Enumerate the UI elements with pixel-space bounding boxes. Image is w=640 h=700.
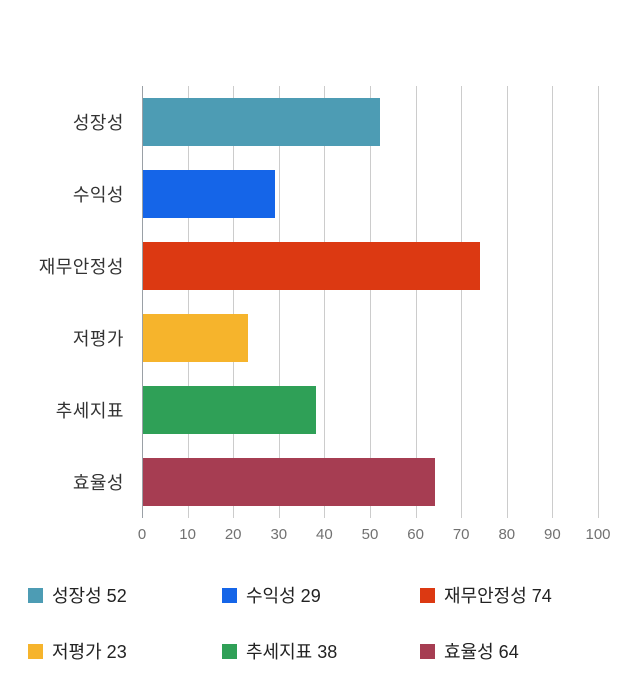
x-tick-label: 60 — [407, 526, 424, 543]
legend-item: 추세지표 38 — [222, 640, 420, 662]
bar-추세지표[interactable] — [143, 386, 317, 434]
legend-label: 성장성 52 — [52, 586, 127, 606]
legend-label: 추세지표 38 — [246, 642, 338, 662]
gridline — [370, 86, 371, 518]
bar-row: 수익성 — [0, 158, 640, 230]
legend-label: 재무안정성 74 — [444, 586, 552, 606]
category-label: 효율성 — [72, 473, 124, 493]
x-tick-label: 40 — [316, 526, 333, 543]
bar-track — [142, 242, 598, 290]
x-tick-label: 10 — [179, 526, 196, 543]
legend-item: 효율성 64 — [420, 640, 612, 662]
legend-label: 효율성 64 — [444, 642, 519, 662]
bar-track — [142, 314, 598, 362]
legend-item: 성장성 52 — [28, 584, 222, 606]
legend-item: 저평가 23 — [28, 640, 222, 662]
plot — [142, 86, 599, 518]
x-tick-label: 0 — [137, 526, 147, 543]
gridline — [278, 86, 280, 518]
bar-성장성[interactable] — [143, 98, 381, 146]
bar-track — [142, 170, 598, 218]
legend-swatch-icon — [420, 643, 435, 659]
gridline — [506, 86, 508, 518]
category-label: 재무안정성 — [38, 257, 124, 277]
legend: 성장성 52 수익성 29 재무안정성 74 저평가 23 추세지표 38 효율성 64 — [28, 584, 612, 662]
gridline — [552, 86, 554, 518]
x-tick-label: 80 — [498, 526, 516, 543]
x-tick-label: 30 — [270, 526, 288, 543]
x-tick-label: 90 — [544, 526, 561, 543]
legend-item: 재무안정성 74 — [420, 584, 612, 606]
gridline — [461, 86, 463, 518]
bar-row: 재무안정성 — [0, 230, 640, 302]
gridline — [142, 86, 143, 518]
bar-track — [142, 98, 598, 146]
category-label: 저평가 — [72, 329, 124, 349]
gridline — [415, 86, 417, 518]
bar-track — [142, 386, 598, 434]
x-axis: 0 10 20 30 40 50 60 70 80 90 100 — [138, 526, 611, 546]
x-tick-label: 70 — [452, 526, 470, 543]
gridline — [187, 86, 189, 518]
gridline — [598, 86, 599, 518]
category-label: 수익성 — [72, 185, 124, 205]
legend-label: 저평가 23 — [52, 642, 127, 662]
legend-swatch-icon — [420, 587, 435, 603]
category-label: 추세지표 — [55, 401, 124, 421]
gridline — [324, 86, 326, 518]
x-tick-label: 20 — [224, 526, 242, 543]
bar-효율성[interactable] — [143, 458, 435, 506]
legend-swatch-icon — [222, 587, 237, 603]
legend-swatch-icon — [222, 643, 237, 659]
legend-swatch-icon — [28, 587, 43, 603]
legend-label: 수익성 29 — [246, 586, 321, 606]
x-tick-label: 50 — [361, 526, 379, 543]
bar-수익성[interactable] — [143, 170, 276, 218]
category-label: 성장성 — [72, 113, 124, 133]
gridline — [233, 86, 235, 518]
legend-swatch-icon — [28, 643, 43, 659]
bar-track — [142, 458, 598, 506]
bar-row: 효율성 — [0, 446, 640, 518]
bar-재무안정성[interactable] — [143, 242, 481, 290]
bar-row: 추세지표 — [0, 374, 640, 446]
legend-item: 수익성 29 — [222, 584, 420, 606]
bar-저평가[interactable] — [143, 314, 248, 362]
x-tick-label: 100 — [585, 526, 611, 543]
bar-row: 성장성 — [0, 86, 640, 158]
bar-row: 저평가 — [0, 302, 640, 374]
